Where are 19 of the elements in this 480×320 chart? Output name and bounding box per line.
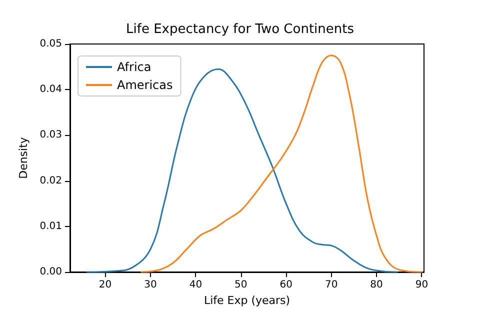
legend-label: Africa bbox=[117, 60, 152, 74]
x-tick-label: 40 bbox=[189, 280, 202, 290]
y-tick-label: 0.00 bbox=[40, 266, 62, 278]
x-tick-label: 20 bbox=[98, 280, 112, 290]
x-tick-label: 80 bbox=[370, 280, 383, 290]
y-tick-label: 0.03 bbox=[40, 130, 62, 141]
y-tick-label: 0.05 bbox=[40, 38, 62, 50]
y-tick-label: 0.02 bbox=[40, 175, 62, 186]
chart-title: Life Expectancy for Two Continents bbox=[126, 22, 354, 37]
x-tick-label: 50 bbox=[234, 280, 248, 290]
y-tick-label: 0.04 bbox=[40, 84, 62, 96]
y-axis-title: Density bbox=[16, 136, 30, 179]
x-tick-label: 70 bbox=[324, 280, 338, 290]
x-axis-title: Life Exp (years) bbox=[204, 294, 290, 307]
x-tick-label: 60 bbox=[280, 280, 292, 290]
legend-label: Americas bbox=[117, 78, 173, 92]
x-tick-label: 90 bbox=[415, 280, 428, 290]
y-tick-label: 0.01 bbox=[40, 220, 62, 232]
x-tick-label: 30 bbox=[144, 280, 157, 290]
